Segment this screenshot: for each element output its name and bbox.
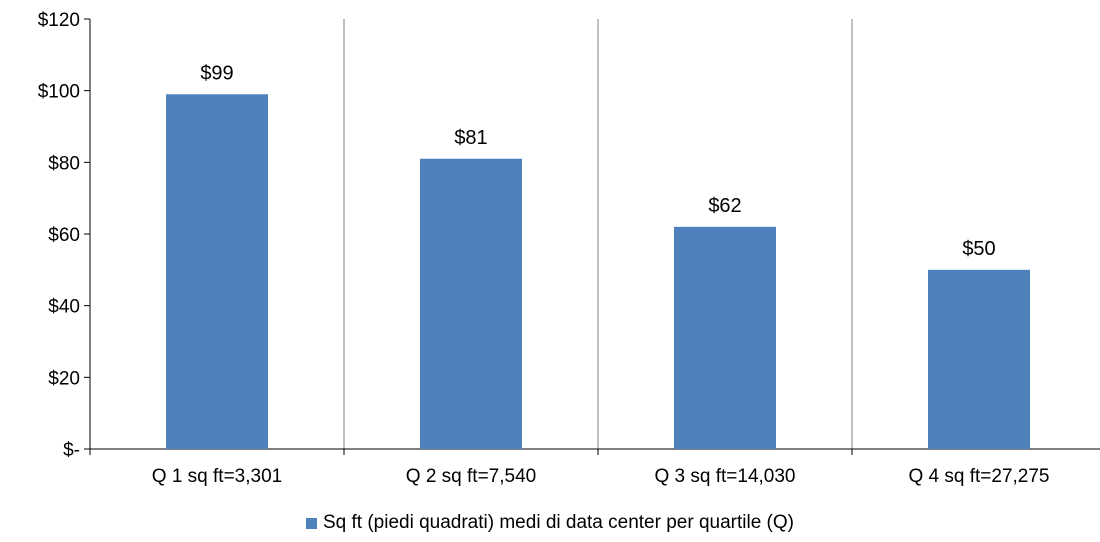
y-tick-label: $40	[48, 297, 80, 318]
legend: Sq ft (piedi quadrati) medi di data cent…	[0, 512, 1100, 534]
bar-chart: $- $20 $40 $60 $80 $100 $120 $99 Q 1 sq ft=3,301…	[38, 10, 1100, 487]
y-tick-label: $60	[48, 225, 80, 246]
y-tick-label: $-	[63, 440, 80, 461]
x-category-label: Q 2 sq ft=7,540	[406, 466, 536, 487]
y-tick-label: $20	[48, 368, 80, 389]
x-category-label: Q 3 sq ft=14,030	[654, 466, 795, 487]
y-tick-label: $120	[38, 10, 80, 31]
bar	[166, 94, 268, 449]
y-tick-label: $100	[38, 82, 80, 103]
legend-label: Sq ft (piedi quadrati) medi di data cent…	[322, 512, 794, 533]
y-tick-label: $80	[48, 153, 80, 174]
legend-swatch	[305, 517, 317, 529]
bar	[420, 158, 522, 449]
bar	[674, 226, 776, 449]
data-label: $99	[200, 62, 233, 84]
bar	[928, 269, 1030, 449]
x-category-label: Q 1 sq ft=3,301	[152, 466, 282, 487]
x-category-label: Q 4 sq ft=27,275	[908, 466, 1049, 487]
data-label: $62	[708, 195, 741, 217]
data-label: $50	[962, 238, 995, 260]
data-label: $81	[454, 127, 487, 149]
